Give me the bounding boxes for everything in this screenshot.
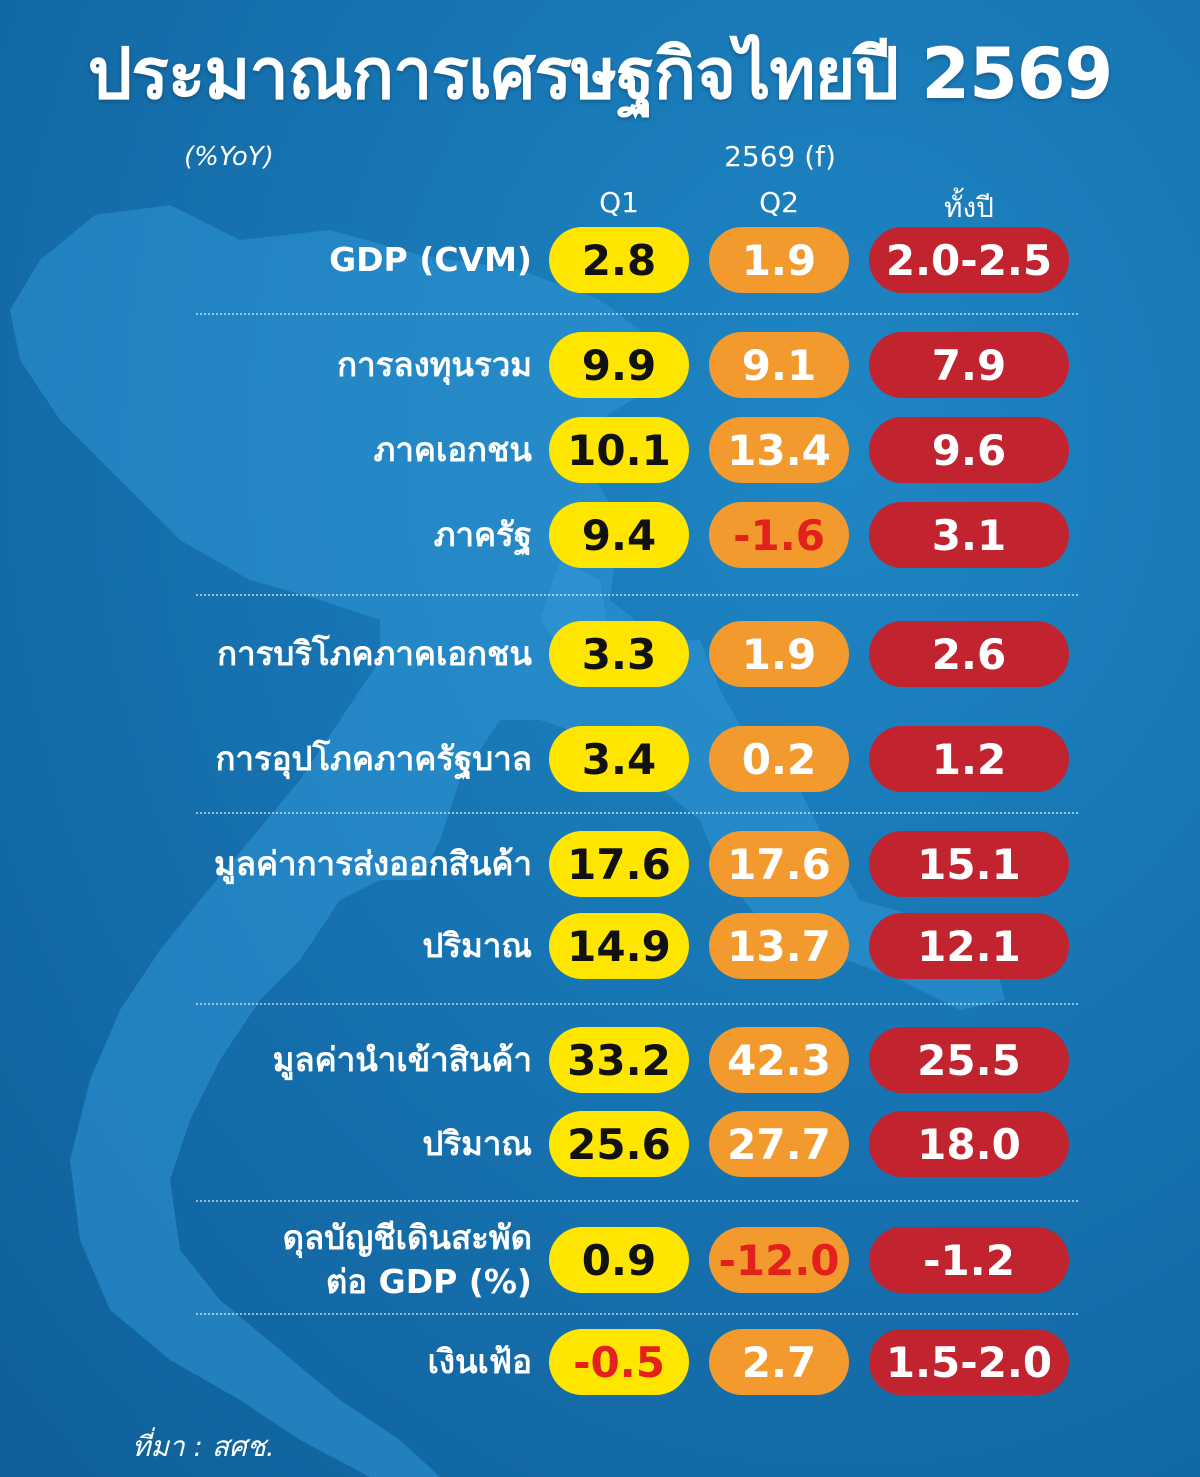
- value-pill-full-year: 2.0-2.5: [869, 227, 1069, 293]
- value-pill-full-year: 1.2: [869, 726, 1069, 792]
- value-pill-q2: 1.9: [709, 621, 849, 687]
- value-pill-q2: 2.7: [709, 1329, 849, 1395]
- period-header: 2569 (f): [724, 140, 836, 173]
- value-pill-q1: -0.5: [549, 1329, 689, 1395]
- value-pill-q1: 3.3: [549, 621, 689, 687]
- value-pill-full-year: 7.9: [869, 332, 1069, 398]
- value-pill-q2: 1.9: [709, 227, 849, 293]
- row-label: GDP (CVM): [329, 240, 532, 279]
- value-pill-q1: 25.6: [549, 1111, 689, 1177]
- row-label: ดุลบัญชีเดินสะพัดต่อ GDP (%): [283, 1216, 532, 1304]
- value-pill-full-year: 12.1: [869, 913, 1069, 979]
- value-pill-q1: 9.9: [549, 332, 689, 398]
- value-pill-full-year: 25.5: [869, 1027, 1069, 1093]
- column-header-full-year: ทั้งปี: [944, 191, 994, 224]
- row-divider: [196, 594, 1078, 596]
- units-label: (%YoY): [184, 142, 274, 172]
- chart-title: ประมาณการเศรษฐกิจไทยปี 2569: [87, 33, 1113, 115]
- value-pill-q1: 10.1: [549, 417, 689, 483]
- row-label: ภาคเอกชน: [373, 430, 532, 469]
- row-divider: [196, 1003, 1078, 1005]
- row-divider: [196, 1200, 1078, 1202]
- value-pill-q1: 2.8: [549, 227, 689, 293]
- value-pill-q2: 27.7: [709, 1111, 849, 1177]
- value-pill-full-year: 9.6: [869, 417, 1069, 483]
- value-pill-full-year: -1.2: [869, 1227, 1069, 1293]
- value-pill-q1: 3.4: [549, 726, 689, 792]
- value-pill-full-year: 15.1: [869, 831, 1069, 897]
- value-pill-q2: 13.4: [709, 417, 849, 483]
- row-divider: [196, 812, 1078, 814]
- value-pill-q1: 33.2: [549, 1027, 689, 1093]
- row-label: การลงทุนรวม: [337, 345, 532, 384]
- value-pill-full-year: 1.5-2.0: [869, 1329, 1069, 1395]
- source-note: ที่มา : สศช.: [132, 1430, 275, 1463]
- row-label: เงินเฟ้อ: [427, 1342, 532, 1381]
- row-label-line: ดุลบัญชีเดินสะพัด: [282, 1218, 532, 1257]
- row-label: ปริมาณ: [422, 926, 532, 965]
- value-pill-q2: 0.2: [709, 726, 849, 792]
- value-pill-full-year: 2.6: [869, 621, 1069, 687]
- column-header-q2: Q2: [759, 186, 799, 219]
- row-divider: [196, 313, 1078, 315]
- value-pill-q2: -1.6: [709, 502, 849, 568]
- value-pill-q2: 17.6: [709, 831, 849, 897]
- value-pill-q2: -12.0: [709, 1227, 849, 1293]
- value-pill-q2: 9.1: [709, 332, 849, 398]
- row-label: มูลค่าการส่งออกสินค้า: [214, 844, 532, 883]
- row-label: การบริโภคภาคเอกชน: [217, 634, 532, 673]
- row-label-line: ต่อ GDP (%): [325, 1262, 532, 1301]
- row-divider: [196, 1313, 1078, 1315]
- value-pill-q2: 13.7: [709, 913, 849, 979]
- row-label: การอุปโภคภาครัฐบาล: [215, 739, 532, 778]
- row-label: ปริมาณ: [422, 1124, 532, 1163]
- value-pill-q1: 9.4: [549, 502, 689, 568]
- value-pill-q1: 14.9: [549, 913, 689, 979]
- row-label: ภาครัฐ: [433, 515, 532, 554]
- value-pill-q2: 42.3: [709, 1027, 849, 1093]
- value-pill-q1: 17.6: [549, 831, 689, 897]
- value-pill-full-year: 18.0: [869, 1111, 1069, 1177]
- value-pill-q1: 0.9: [549, 1227, 689, 1293]
- value-pill-full-year: 3.1: [869, 502, 1069, 568]
- row-label: มูลค่านำเข้าสินค้า: [272, 1040, 532, 1079]
- column-header-q1: Q1: [599, 186, 639, 219]
